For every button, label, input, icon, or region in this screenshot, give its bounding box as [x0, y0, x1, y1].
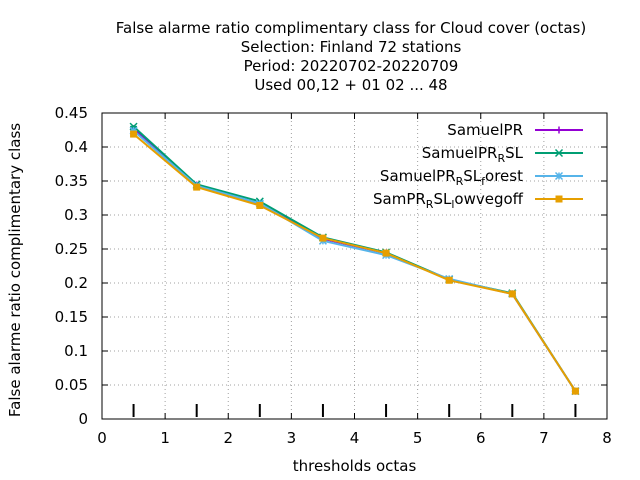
data-point [508, 290, 516, 298]
y-axis-label: False alarme ratio complimentary class [6, 123, 24, 417]
x-tick-label: 8 [602, 429, 612, 447]
threshold-marks [132, 404, 577, 417]
title-line: Period: 20220702-20220709 [244, 57, 459, 75]
legend-item: SamPRRSLlowvegoff [373, 190, 583, 211]
y-tick-label: 0.35 [55, 172, 88, 190]
square-marker [445, 276, 453, 284]
y-tick-label: 0.25 [55, 240, 88, 258]
data-point [445, 276, 453, 284]
data-point [554, 171, 564, 181]
title-line: Used 00,12 + 01 02 ... 48 [254, 76, 447, 94]
x-tick-label: 4 [350, 429, 360, 447]
x-tick-label: 0 [97, 429, 107, 447]
x-tick-label: 2 [223, 429, 233, 447]
y-tick-label: 0.45 [55, 104, 88, 122]
x-tick-label: 6 [476, 429, 486, 447]
square-marker [571, 387, 579, 395]
legend-label: SamuelPRRSLforest [380, 167, 523, 188]
square-marker [319, 234, 327, 242]
y-tick-label: 0.15 [55, 308, 88, 326]
legend-label: SamuelPRRSL [422, 144, 524, 165]
x-axis-ticks: 0 1 2 3 4 5 6 7 8 [97, 113, 612, 447]
square-marker [382, 249, 390, 257]
series-line [132, 133, 577, 392]
x-tick-label: 1 [160, 429, 170, 447]
data-point [130, 130, 138, 138]
data-point [382, 249, 390, 257]
square-marker [130, 130, 138, 138]
data-point [319, 234, 327, 242]
legend-item: SamuelPRRSLforest [380, 167, 583, 188]
x-tick-label: 5 [413, 429, 423, 447]
y-tick-label: 0.1 [64, 342, 88, 360]
square-marker [193, 183, 201, 191]
legend: SamuelPR SamuelPRRSLSamuelPRRSLforestSamP… [373, 121, 583, 211]
legend-label: SamuelPR [447, 121, 523, 139]
data-point [555, 195, 563, 203]
data-point [554, 148, 564, 158]
y-tick-label: 0.2 [64, 274, 88, 292]
chart-title: False alarme ratio complimentary class f… [116, 19, 586, 94]
square-marker [508, 290, 516, 298]
title-line: False alarme ratio complimentary class f… [116, 19, 586, 37]
y-tick-label: 0 [78, 410, 88, 428]
data-point [571, 387, 579, 395]
y-tick-label: 0.05 [55, 376, 88, 394]
legend-item: SamuelPR [447, 121, 583, 139]
data-point [256, 201, 264, 209]
square-marker [256, 201, 264, 209]
legend-item: SamuelPRRSL [422, 144, 583, 165]
x-tick-label: 7 [539, 429, 549, 447]
y-axis-ticks: 0 0.05 0.1 0.15 0.2 0.25 0.3 0.35 0.4 0.45 [55, 104, 607, 428]
title-line: Selection: Finland 72 stations [241, 38, 462, 56]
x-tick-label: 3 [287, 429, 297, 447]
y-tick-label: 0.3 [64, 206, 88, 224]
data-point [555, 126, 563, 134]
x-axis-label: thresholds octas [293, 457, 417, 475]
data-point [193, 183, 201, 191]
y-tick-label: 0.4 [64, 138, 88, 156]
square-marker [555, 195, 563, 203]
grid [102, 113, 607, 419]
series-lines [129, 122, 580, 396]
legend-label: SamPRRSLlowvegoff [373, 190, 524, 211]
series-SamPR_RSL_lowvegoff [130, 130, 579, 395]
